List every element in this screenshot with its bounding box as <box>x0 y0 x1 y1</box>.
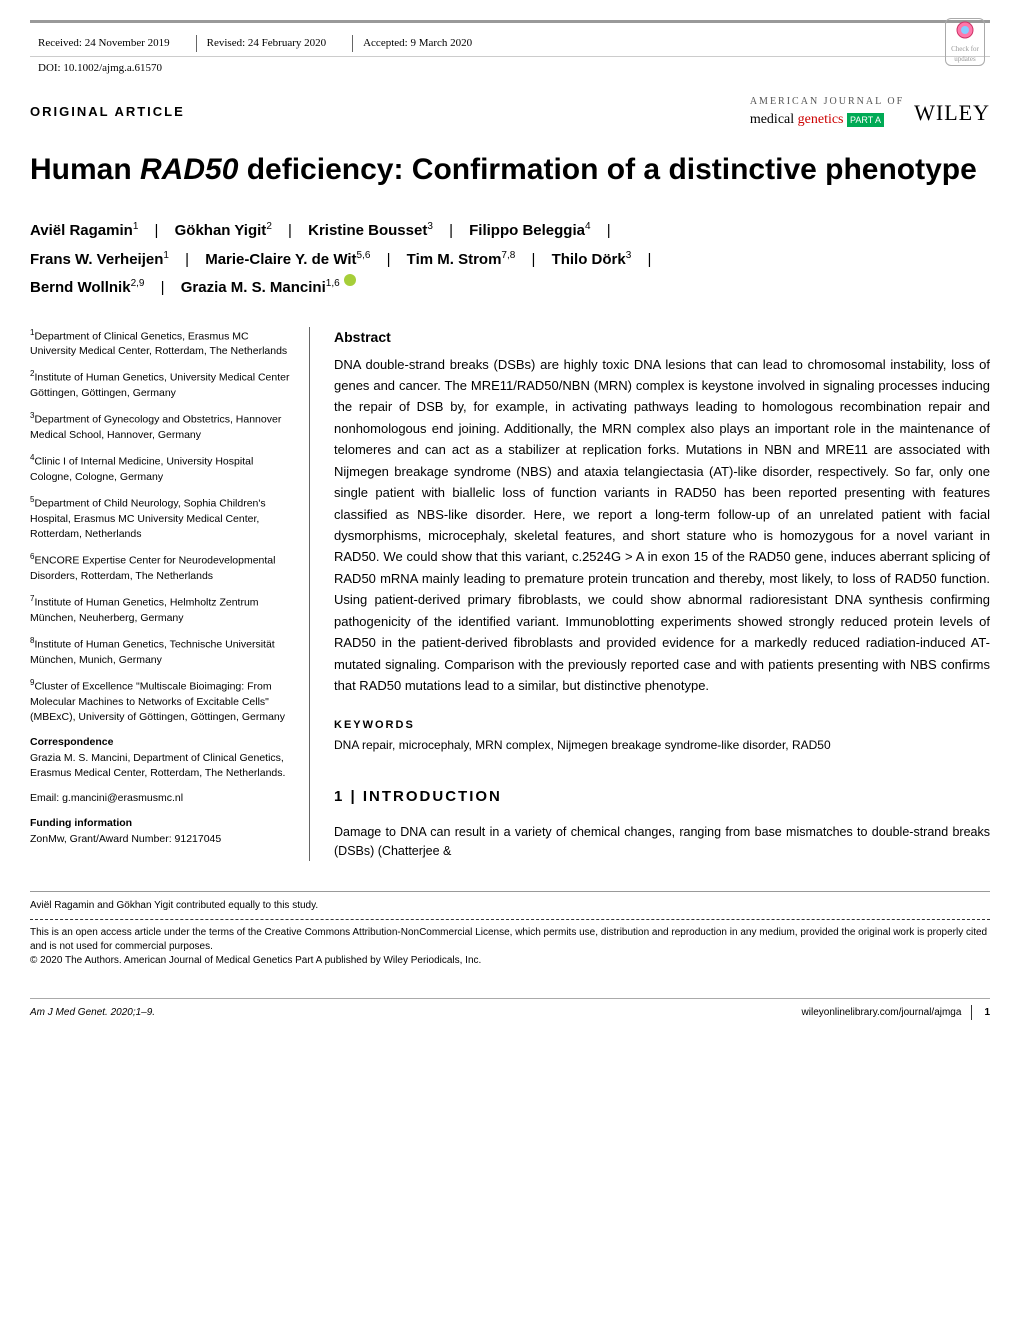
affil-text: Cluster of Excellence "Multiscale Bioima… <box>30 681 285 723</box>
revised-date: Revised: 24 February 2020 <box>196 35 336 52</box>
page-number: 1 <box>971 1005 990 1020</box>
abstract-column: Abstract DNA double-strand breaks (DSBs)… <box>334 327 990 862</box>
journal-overline: AMERICAN JOURNAL OF <box>750 94 904 109</box>
affiliation: 2Institute of Human Genetics, University… <box>30 368 293 401</box>
affil-text: Institute of Human Genetics, Helmholtz Z… <box>30 597 259 624</box>
license-line-1: This is an open access article under the… <box>30 926 990 954</box>
dashed-separator <box>30 919 990 920</box>
affil-text: Department of Clinical Genetics, Erasmus… <box>30 330 287 357</box>
introduction-body: Damage to DNA can result in a variety of… <box>334 823 990 862</box>
license-line-2: © 2020 The Authors. American Journal of … <box>30 954 990 968</box>
author-affil-sup: 3 <box>626 250 632 261</box>
author: Thilo Dörk3 <box>552 251 632 268</box>
affil-text: Institute of Human Genetics, University … <box>30 372 289 399</box>
article-title: Human RAD50 deficiency: Confirmation of … <box>30 150 990 189</box>
journal-part: PART A <box>847 113 884 127</box>
check-updates-icon <box>953 20 977 44</box>
affiliation: 7Institute of Human Genetics, Helmholtz … <box>30 593 293 626</box>
affil-text: ENCORE Expertise Center for Neurodevelop… <box>30 555 275 582</box>
author-name: Thilo Dörk <box>552 251 626 268</box>
title-text-2: deficiency: Confirmation of a distinctiv… <box>238 153 976 186</box>
author-affil-sup: 1 <box>133 221 139 232</box>
keywords-heading: KEYWORDS <box>334 717 990 734</box>
affil-text: Institute of Human Genetics, Technische … <box>30 639 275 666</box>
journal-brand: AMERICAN JOURNAL OF medical genetics PAR… <box>750 94 990 130</box>
author-affil-sup: 5,6 <box>357 250 371 261</box>
author-affil-sup: 2 <box>266 221 272 232</box>
abstract-body: DNA double-strand breaks (DSBs) are high… <box>334 354 990 697</box>
author: Grazia M. S. Mancini1,6 <box>181 279 356 296</box>
author-name: Kristine Bousset <box>308 222 427 239</box>
author: Tim M. Strom7,8 <box>407 251 516 268</box>
authors-block: Aviël Ragamin1 | Gökhan Yigit2 | Kristin… <box>30 217 990 303</box>
author: Gökhan Yigit2 <box>175 222 272 239</box>
author-affil-sup: 7,8 <box>501 250 515 261</box>
author: Kristine Bousset3 <box>308 222 433 239</box>
author-name: Aviël Ragamin <box>30 222 133 239</box>
title-text-1: Human <box>30 153 140 186</box>
funding-head: Funding information <box>30 816 293 832</box>
top-rule <box>30 20 990 23</box>
footer-url[interactable]: wileyonlinelibrary.com/journal/ajmga <box>802 1005 962 1020</box>
received-date: Received: 24 November 2019 <box>30 35 180 52</box>
header-meta-row: Received: 24 November 2019 Revised: 24 F… <box>30 31 990 56</box>
affiliation: 6ENCORE Expertise Center for Neurodevelo… <box>30 551 293 584</box>
doi: DOI: 10.1002/ajmg.a.61570 <box>30 56 990 87</box>
check-updates-badge[interactable]: Check for updates <box>945 18 985 66</box>
keywords-body: DNA repair, microcephaly, MRN complex, N… <box>334 736 990 754</box>
correspondence-email: Email: g.mancini@erasmusmc.nl <box>30 791 293 806</box>
author-name: Frans W. Verheijen <box>30 251 163 268</box>
check-updates-label: Check for updates <box>946 44 984 65</box>
author-name: Tim M. Strom <box>407 251 502 268</box>
article-type-row: ORIGINAL ARTICLE AMERICAN JOURNAL OF med… <box>30 94 990 130</box>
author-name: Filippo Beleggia <box>469 222 585 239</box>
correspondence-head: Correspondence <box>30 735 293 751</box>
abstract-heading: Abstract <box>334 327 990 348</box>
footer-citation: Am J Med Genet. 2020;1–9. <box>30 1005 155 1020</box>
author-name: Bernd Wollnik <box>30 279 131 296</box>
author: Bernd Wollnik2,9 <box>30 279 144 296</box>
author-affil-sup: 3 <box>427 221 433 232</box>
affil-text: Department of Child Neurology, Sophia Ch… <box>30 498 266 540</box>
journal-medical: medical <box>750 112 794 127</box>
author-affil-sup: 2,9 <box>131 278 145 289</box>
author: Frans W. Verheijen1 <box>30 251 169 268</box>
affiliation: 3Department of Gynecology and Obstetrics… <box>30 410 293 443</box>
introduction-heading: 1 | INTRODUCTION <box>334 786 990 809</box>
article-type: ORIGINAL ARTICLE <box>30 102 185 122</box>
affiliation: 8Institute of Human Genetics, Technische… <box>30 635 293 668</box>
affil-text: Department of Gynecology and Obstetrics,… <box>30 414 281 441</box>
affiliation: 5Department of Child Neurology, Sophia C… <box>30 494 293 542</box>
affiliation: 4Clinic I of Internal Medicine, Universi… <box>30 452 293 485</box>
page-footer: Am J Med Genet. 2020;1–9. wileyonlinelib… <box>30 998 990 1020</box>
author: Filippo Beleggia4 <box>469 222 590 239</box>
affiliation: 9Cluster of Excellence "Multiscale Bioim… <box>30 677 293 725</box>
journal-genetics: genetics <box>798 112 844 127</box>
affiliations-column: 1Department of Clinical Genetics, Erasmu… <box>30 327 310 862</box>
affiliation: 1Department of Clinical Genetics, Erasmu… <box>30 327 293 360</box>
author-affil-sup: 1,6 <box>326 278 340 289</box>
accepted-date: Accepted: 9 March 2020 <box>352 35 482 52</box>
author: Marie-Claire Y. de Wit5,6 <box>205 251 370 268</box>
publisher-logo: WILEY <box>914 96 990 129</box>
author-affil-sup: 4 <box>585 221 591 232</box>
author-affil-sup: 1 <box>163 250 169 261</box>
author: Aviël Ragamin1 <box>30 222 138 239</box>
contribution-note: Aviël Ragamin and Gökhan Yigit contribut… <box>30 891 990 913</box>
author-name: Marie-Claire Y. de Wit <box>205 251 356 268</box>
title-gene: RAD50 <box>140 153 238 186</box>
orcid-icon[interactable] <box>344 274 356 286</box>
author-name: Grazia M. S. Mancini <box>181 279 326 296</box>
correspondence-body: Grazia M. S. Mancini, Department of Clin… <box>30 751 293 781</box>
author-name: Gökhan Yigit <box>175 222 267 239</box>
affil-text: Clinic I of Internal Medicine, Universit… <box>30 456 253 483</box>
funding-body: ZonMw, Grant/Award Number: 91217045 <box>30 832 293 847</box>
